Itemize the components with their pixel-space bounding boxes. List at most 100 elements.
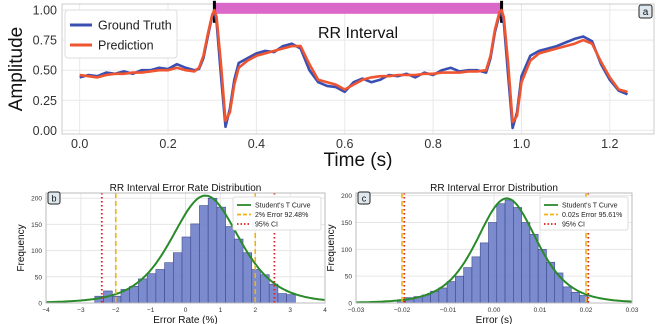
- x-tick-label: 0.2: [159, 137, 176, 151]
- y-tick-label: 200: [341, 193, 352, 200]
- histogram-bar: [446, 281, 456, 304]
- y-tick-label: 0.50: [33, 64, 57, 78]
- x-tick-label: −1: [147, 307, 155, 314]
- x-tick-label: 0.8: [424, 137, 441, 151]
- histogram-bar: [455, 275, 464, 304]
- rr-interval-label: RR Interval: [318, 25, 398, 42]
- histogram-bar: [242, 252, 253, 304]
- panel-label-c: c: [357, 191, 371, 205]
- histogram-bar: [562, 286, 572, 304]
- chart-title: RR Interval Error Rate Distribution: [110, 183, 262, 194]
- histogram-bar: [164, 262, 174, 304]
- x-tick-label: 4: [323, 307, 327, 314]
- x-tick-label: 2: [253, 307, 257, 314]
- panel-label-text: c: [362, 194, 367, 204]
- histogram-bar: [496, 203, 506, 304]
- legend: Student's T Curve 2% Error 92.48% 95% CI: [232, 196, 322, 231]
- legend-entry: 2% Error 92.48%: [255, 212, 308, 219]
- histogram-bar: [521, 222, 531, 304]
- legend-box: [64, 9, 178, 59]
- y-tick-label: 1.00: [33, 4, 57, 18]
- x-axis-label: Time (s): [324, 150, 393, 171]
- y-axis-label: Frequency: [326, 224, 337, 271]
- panel-label-box: [47, 191, 61, 205]
- y-axis-label: Amplitude: [6, 27, 27, 112]
- panel-label-a: a: [638, 4, 653, 19]
- students-t-curve: [45, 194, 326, 304]
- chart-title: RR Interval Error Distribution: [430, 183, 558, 194]
- x-tick-label: −0.02: [394, 307, 411, 314]
- x-tick-label: 3: [288, 307, 292, 314]
- x-tick-label: 0.00: [488, 307, 501, 314]
- histogram-bar: [251, 269, 261, 304]
- rr-interval-bar: [214, 2, 502, 14]
- y-tick-label: 50: [345, 274, 353, 281]
- legend-entry: Student's T Curve: [255, 203, 311, 210]
- x-tick-label: 0.6: [336, 137, 353, 151]
- plot-frame: [45, 192, 326, 304]
- legend-entry: Student's T Curve: [562, 203, 618, 210]
- x-tick-label: −3: [77, 307, 85, 314]
- legend: Ground Truth Prediction: [64, 9, 178, 59]
- legend-entry: 95% CI: [255, 222, 278, 229]
- panel-label-box: [357, 191, 371, 205]
- histogram-bar: [570, 291, 580, 304]
- legend-entry: 95% CI: [562, 222, 585, 229]
- chart-a: 0.00 0.25 0.50 0.75 1.00 0.0 0.2 0.4 0.6 0.8 1.0 1.…: [6, 0, 655, 171]
- histogram-bar: [438, 287, 448, 304]
- x-tick-label: 0.02: [580, 307, 593, 314]
- histogram-bar: [234, 238, 244, 304]
- histogram-bar: [488, 222, 498, 304]
- x-tick-label: 0.01: [534, 307, 547, 314]
- y-tick-label: 0.75: [33, 34, 57, 48]
- y-tick-label: 0.25: [33, 94, 57, 108]
- histogram-bar: [181, 236, 192, 304]
- histogram-bar: [199, 205, 209, 304]
- histogram-bar: [146, 273, 157, 304]
- y-tick-label: 150: [31, 222, 42, 229]
- x-tick-label: 0: [184, 307, 188, 314]
- x-tick-label: −2: [112, 307, 120, 314]
- x-tick-label: −4: [42, 307, 50, 314]
- histogram-bar: [471, 256, 481, 304]
- y-tick-label: 100: [341, 247, 352, 254]
- histogram-bar: [111, 295, 122, 304]
- series-line-prediction: [79, 8, 628, 124]
- x-tick-label: 1: [219, 307, 223, 314]
- histogram-bar: [513, 207, 522, 304]
- y-tick-label: 200: [31, 196, 42, 203]
- x-tick-label: 0.4: [248, 137, 265, 151]
- legend: Student's T Curve 0.02s Error 95.61% 95% C…: [539, 196, 629, 231]
- x-axis-label: Error (s): [476, 315, 513, 324]
- histogram-bar: [286, 294, 296, 304]
- x-tick-label: 0.0: [71, 137, 88, 151]
- histogram-bar: [504, 199, 514, 304]
- x-tick-label: 1.2: [601, 137, 618, 151]
- histogram-bar: [172, 252, 183, 304]
- y-axis-label: Frequency: [16, 224, 27, 271]
- y-tick-label: 0: [38, 301, 42, 308]
- histogram-bar: [138, 278, 148, 304]
- histogram-bar: [129, 285, 139, 304]
- legend-entry: Prediction: [98, 39, 154, 53]
- histogram-bar: [479, 242, 489, 304]
- y-tick-label: 0: [348, 301, 352, 308]
- y-tick-label: 150: [341, 220, 352, 227]
- legend-entry: Ground Truth: [98, 19, 172, 33]
- x-tick-label: 0.03: [626, 307, 639, 314]
- x-axis-label: Error Rate (%): [153, 315, 217, 324]
- panel-label-text: b: [51, 194, 56, 204]
- plot-frame: [355, 192, 633, 304]
- histogram-bar: [225, 226, 235, 304]
- panel-label-box: [638, 4, 653, 19]
- legend-box: [539, 196, 629, 231]
- histogram-bar: [207, 197, 218, 304]
- y-tick-label: 100: [31, 248, 42, 255]
- x-tick-label: −0.03: [348, 307, 365, 314]
- legend-entry: 0.02s Error 95.61%: [562, 212, 622, 219]
- panel-label-text: a: [643, 7, 649, 18]
- y-tick-label: 0.00: [33, 124, 57, 138]
- histogram-bar: [463, 267, 473, 304]
- chart-c: 0 50 100 150 200 −0.03 −0.02 −0.01 0.00 0.01 0.02 0…: [326, 183, 639, 324]
